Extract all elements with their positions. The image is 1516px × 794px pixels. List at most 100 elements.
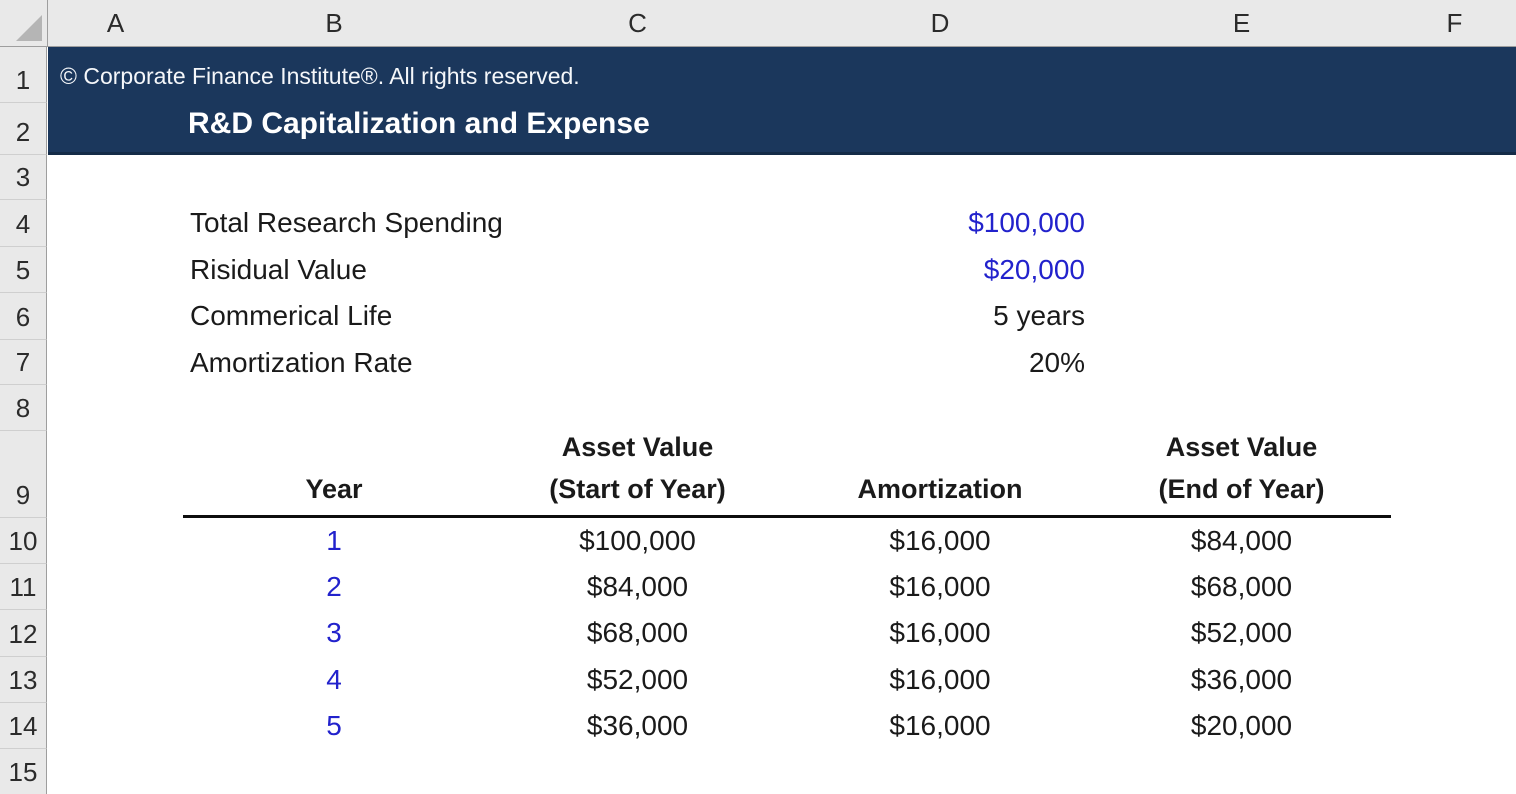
select-all-corner[interactable] (0, 0, 48, 47)
assumption-label-commerical-life[interactable]: Commerical Life (190, 293, 392, 339)
cell-text: 5 (326, 710, 342, 741)
cell-start[interactable]: $68,000 (485, 610, 790, 656)
header-line1: Asset Value (561, 432, 714, 462)
cell-year[interactable]: 5 (183, 703, 485, 749)
cell-amortization[interactable]: $16,000 (790, 610, 1090, 656)
value-text: 5 years (993, 300, 1085, 331)
cell-start[interactable]: $100,000 (485, 518, 790, 564)
assumption-value-amortization-rate[interactable]: 20% (790, 340, 1085, 386)
value-text: $20,000 (983, 254, 1085, 285)
cell-text: $20,000 (1190, 710, 1293, 741)
column-header-f[interactable]: F (1393, 0, 1516, 47)
cell-year[interactable]: 1 (183, 518, 485, 564)
cell-amortization[interactable]: $16,000 (790, 518, 1090, 564)
assumption-value-commerical-life[interactable]: 5 years (790, 293, 1085, 339)
row-header-4[interactable]: 4 (0, 200, 47, 247)
table-header-amortization[interactable]: Amortization (790, 429, 1090, 516)
header-line1: Asset Value (1165, 432, 1318, 462)
assumption-label-total-research-spending[interactable]: Total Research Spending (190, 200, 503, 246)
cell-text: $16,000 (889, 664, 991, 695)
column-header-a[interactable]: A (48, 0, 184, 47)
column-letter: B (325, 7, 343, 38)
cell-end[interactable]: $84,000 (1090, 518, 1393, 564)
column-letter: F (1446, 7, 1463, 38)
table-header-asset-value-end[interactable]: Asset Value (End of Year) (1090, 429, 1393, 516)
row-number: 6 (15, 302, 31, 332)
row-header-1[interactable]: 1 (0, 47, 47, 103)
cell-text: $84,000 (1190, 525, 1293, 556)
cell-end[interactable]: $20,000 (1090, 703, 1393, 749)
row-number: 14 (8, 711, 38, 741)
cell-text: 1 (326, 525, 342, 556)
title-banner[interactable]: © Corporate Finance Institute®. All righ… (48, 47, 1516, 155)
cell-amortization[interactable]: $16,000 (790, 703, 1090, 749)
column-header-c[interactable]: C (485, 0, 791, 47)
cell-text: $16,000 (889, 571, 991, 602)
table-header-asset-value-start[interactable]: Asset Value (Start of Year) (485, 429, 790, 516)
assumption-label-risidual-value[interactable]: Risidual Value (190, 247, 367, 293)
row-header-9[interactable]: 9 (0, 431, 47, 518)
cell-text: $52,000 (1190, 617, 1293, 648)
row-number: 9 (15, 480, 31, 510)
row-header-7[interactable]: 7 (0, 340, 47, 385)
column-header-d[interactable]: D (790, 0, 1091, 47)
cell-text: $36,000 (1190, 664, 1293, 695)
cell-start[interactable]: $84,000 (485, 564, 790, 610)
row-number: 13 (8, 665, 38, 695)
assumption-value-total-research-spending[interactable]: $100,000 (790, 200, 1085, 246)
row-number: 2 (15, 117, 31, 147)
row-header-14[interactable]: 14 (0, 703, 47, 749)
cell-text: $84,000 (586, 571, 689, 602)
value-text: $100,000 (968, 207, 1085, 238)
row-header-11[interactable]: 11 (0, 564, 47, 610)
label-text: Total Research Spending (190, 207, 503, 238)
cell-text: $36,000 (586, 710, 689, 741)
cell-year[interactable]: 2 (183, 564, 485, 610)
cell-text: $16,000 (889, 710, 991, 741)
column-letter: C (628, 7, 647, 38)
header-line2: Amortization (857, 474, 1023, 504)
cell-text: $16,000 (889, 617, 991, 648)
assumption-label-amortization-rate[interactable]: Amortization Rate (190, 340, 413, 386)
row-number: 11 (9, 572, 37, 602)
row-number: 8 (15, 393, 31, 423)
cell-end[interactable]: $68,000 (1090, 564, 1393, 610)
table-header-year[interactable]: Year (183, 429, 485, 516)
value-text: 20% (1028, 347, 1085, 378)
header-line2: (End of Year) (1158, 474, 1325, 504)
row-number: 4 (15, 209, 31, 239)
cell-text: $16,000 (889, 525, 991, 556)
row-number: 10 (8, 526, 38, 556)
cell-amortization[interactable]: $16,000 (790, 657, 1090, 703)
row-header-5[interactable]: 5 (0, 247, 47, 293)
header-line2: (Start of Year) (549, 474, 726, 504)
cell-text: $52,000 (586, 664, 689, 695)
row-header-3[interactable]: 3 (0, 155, 47, 200)
cell-end[interactable]: $52,000 (1090, 610, 1393, 656)
column-header-e[interactable]: E (1090, 0, 1394, 47)
cell-text: 3 (326, 617, 342, 648)
assumption-value-risidual-value[interactable]: $20,000 (790, 247, 1085, 293)
cell-start[interactable]: $52,000 (485, 657, 790, 703)
cell-amortization[interactable]: $16,000 (790, 564, 1090, 610)
row-number: 7 (15, 347, 31, 377)
row-header-12[interactable]: 12 (0, 610, 47, 657)
copyright-text: © Corporate Finance Institute®. All righ… (60, 63, 580, 89)
cell-start[interactable]: $36,000 (485, 703, 790, 749)
column-header-b[interactable]: B (183, 0, 486, 47)
cell-year[interactable]: 3 (183, 610, 485, 656)
column-letter: A (106, 7, 125, 38)
cell-year[interactable]: 4 (183, 657, 485, 703)
row-header-6[interactable]: 6 (0, 293, 47, 340)
row-header-8[interactable]: 8 (0, 385, 47, 431)
row-header-15[interactable]: 15 (0, 749, 47, 794)
label-text: Amortization Rate (190, 347, 413, 378)
cell-text: $68,000 (1190, 571, 1293, 602)
row-header-2[interactable]: 2 (0, 103, 47, 155)
label-text: Risidual Value (190, 254, 367, 285)
row-header-13[interactable]: 13 (0, 657, 47, 703)
row-number: 3 (15, 162, 31, 192)
cell-end[interactable]: $36,000 (1090, 657, 1393, 703)
row-header-10[interactable]: 10 (0, 518, 47, 564)
